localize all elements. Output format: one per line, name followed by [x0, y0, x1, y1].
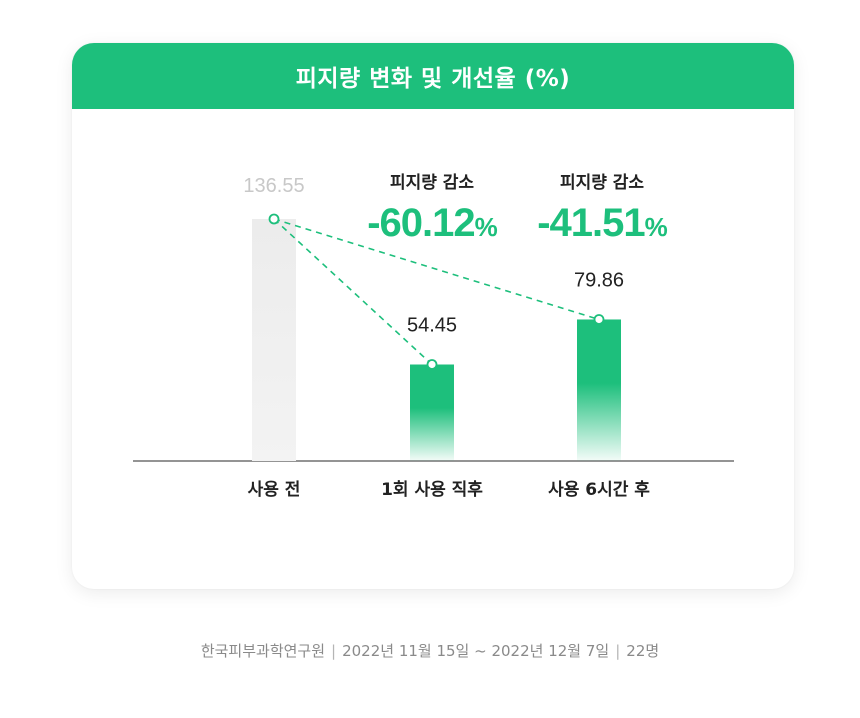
data-point-marker — [426, 359, 438, 370]
reduction-sign: - — [367, 201, 379, 245]
data-point-marker — [593, 314, 605, 325]
reduction-unit: % — [645, 212, 668, 242]
data-point-marker — [268, 213, 280, 225]
bar-2 — [410, 364, 454, 461]
chart-title: 피지량 변화 및 개선율 (%) — [72, 43, 794, 109]
reduction-value: -60.12% — [367, 201, 497, 245]
footer-note: 한국피부과학연구원 | 2022년 11월 15일 ~ 2022년 12월 7일 | 2… — [0, 640, 860, 661]
footer-period: 2022년 11월 15일 ~ 2022년 12월 7일 — [342, 642, 610, 660]
value-label: 54.45 — [407, 315, 457, 337]
bar-1 — [252, 219, 296, 461]
reduction-label: 피지량 감소 — [390, 173, 474, 193]
reduction-number: 60.12 — [380, 201, 475, 245]
dashed-connector — [273, 218, 433, 366]
reduction-value: -41.51% — [537, 201, 667, 245]
category-label: 1회 사용 직후 — [381, 479, 483, 500]
value-label: 79.86 — [574, 269, 624, 291]
footer-source: 한국피부과학연구원 — [200, 642, 326, 660]
chart-card: 피지량 변화 및 개선율 (%) — [72, 43, 794, 589]
value-label: 136.55 — [243, 175, 304, 197]
reduction-sign: - — [537, 201, 549, 245]
reduction-label: 피지량 감소 — [560, 173, 644, 193]
dashed-connector — [273, 218, 600, 321]
footer-sample: 22명 — [626, 642, 660, 660]
bar-3 — [577, 319, 621, 461]
category-label: 사용 전 — [248, 480, 301, 500]
footer-separator: | — [331, 642, 337, 660]
reduction-number: 41.51 — [550, 201, 646, 245]
reduction-unit: % — [475, 212, 498, 242]
category-label: 사용 6시간 후 — [548, 479, 650, 500]
footer-separator: | — [615, 642, 621, 660]
